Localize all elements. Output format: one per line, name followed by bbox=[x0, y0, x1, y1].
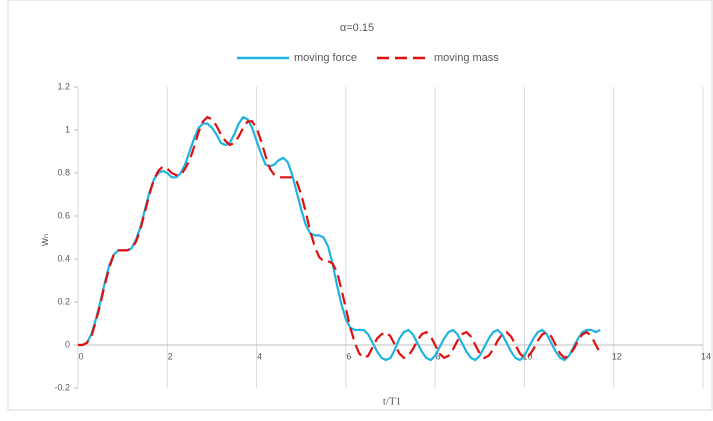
y-tick-label: 0.2 bbox=[57, 296, 70, 306]
y-tick-label: 0 bbox=[65, 339, 70, 349]
y-tick-label: 0.6 bbox=[57, 210, 70, 220]
y-tick-label: -0.2 bbox=[54, 382, 70, 392]
x-tick-label: 12 bbox=[612, 351, 622, 361]
legend-label: moving force bbox=[294, 52, 357, 64]
x-tick-label: 0 bbox=[78, 351, 83, 361]
x-tick-label: 2 bbox=[168, 351, 173, 361]
series-line bbox=[78, 115, 601, 362]
chart-frame bbox=[7, 0, 713, 411]
series-line bbox=[78, 115, 602, 360]
y-tick-label: 1.2 bbox=[57, 81, 70, 91]
x-tick-label: 10 bbox=[522, 351, 532, 361]
y-axis-label: wₙ bbox=[39, 234, 51, 247]
y-tick-label: 1 bbox=[65, 124, 70, 134]
x-tick-label: 4 bbox=[257, 351, 262, 361]
legend-label: moving mass bbox=[434, 52, 499, 64]
x-axis-label: t/T1 bbox=[383, 396, 401, 408]
x-tick-label: 14 bbox=[701, 351, 711, 361]
chart-title: α=0.15 bbox=[340, 22, 374, 34]
y-tick-label: 0.4 bbox=[57, 253, 70, 263]
y-tick-label: 0.8 bbox=[57, 167, 70, 177]
x-tick-label: 8 bbox=[436, 351, 441, 361]
x-tick-label: 6 bbox=[346, 351, 351, 361]
